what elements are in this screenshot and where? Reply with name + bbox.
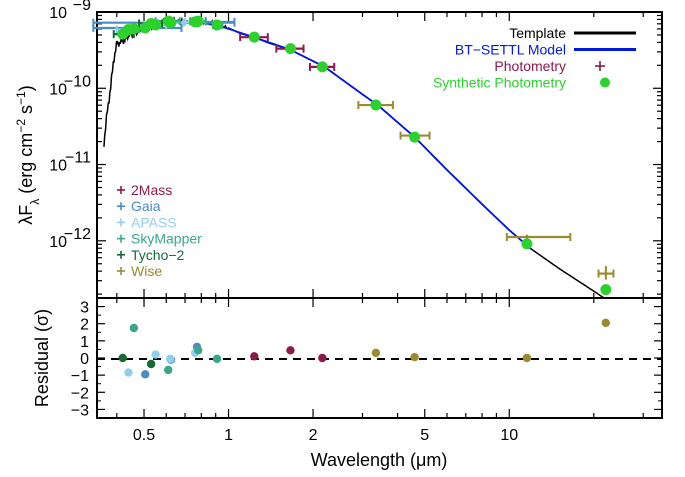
- legend-entry-label: Template: [509, 25, 566, 41]
- residual-point: [151, 350, 160, 359]
- x-axis: 0.5 1 2 5 10 Wavelength (μm): [133, 427, 518, 470]
- residual-point: [318, 353, 327, 363]
- residual-point: [129, 323, 139, 333]
- survey-legend-label: Tycho−2: [131, 247, 185, 263]
- residual-point: [118, 353, 127, 363]
- y-tick-label-exponent: −11: [65, 150, 91, 167]
- residual-tick-label: 3: [80, 300, 89, 317]
- residual-point: [212, 354, 222, 364]
- y-tick-label: 10: [49, 81, 67, 98]
- y-tick-label-exponent: −10: [64, 73, 91, 90]
- y-axis-label-flux: λFλ (erg cm−2 s−1): [14, 85, 42, 224]
- x-tick-label: 10: [500, 427, 518, 444]
- residual-tick-label: −1: [71, 368, 89, 385]
- y-axis-label-residual: Residual (σ): [32, 309, 52, 407]
- residual-point: [146, 359, 156, 369]
- synthetic-photometry-point: [409, 131, 421, 143]
- x-axis-label: Wavelength (μm): [311, 450, 448, 470]
- y-tick-label: 10: [49, 158, 67, 175]
- survey-legend-label: Wise: [131, 263, 162, 279]
- residual-tick-label: −2: [71, 385, 89, 402]
- y-tick-label-exponent: −12: [64, 226, 91, 243]
- synthetic-photometry-point: [284, 43, 296, 55]
- synthetic-photometry-point: [192, 15, 204, 27]
- synthetic-photometry-point: [145, 17, 157, 29]
- legend-entry-label: BT−SETTL Model: [455, 42, 566, 58]
- synthetic-photometry-point: [600, 284, 612, 296]
- y-tick-label: 10: [49, 234, 67, 251]
- x-tick-label: 2: [309, 427, 318, 444]
- x-tick-label: 0.5: [133, 427, 155, 444]
- survey-legend-label: SkyMapper: [131, 231, 202, 247]
- y-tick-label-exponent: −9: [73, 0, 91, 14]
- residual-point: [164, 365, 173, 375]
- y-axis-label-part: −1: [14, 91, 28, 105]
- x-tick-labels: 0.5 1 2 5 10: [133, 427, 518, 444]
- y-axis-label-part: s: [16, 105, 36, 119]
- residual-points-layer: [118, 318, 611, 379]
- x-tick-label: 1: [224, 427, 233, 444]
- synthetic-photometry-point: [370, 99, 382, 111]
- survey-legend-label: APASS: [131, 214, 177, 230]
- synthetic-photometry-layer: [117, 15, 612, 296]
- synthetic-photometry-point: [117, 28, 129, 40]
- synthetic-photometry-point: [211, 19, 223, 31]
- residual-tick-label: 0: [80, 351, 89, 368]
- residual-point: [166, 354, 175, 364]
- residual-tick-label: −3: [71, 402, 89, 419]
- y-tick-label: 10: [49, 5, 67, 22]
- residual-point: [371, 348, 381, 358]
- synthetic-photometry-point: [521, 238, 533, 250]
- legend-dot-swatch: [600, 77, 610, 88]
- survey-legend-label: 2Mass: [131, 182, 172, 198]
- synthetic-photometry-point: [128, 23, 140, 35]
- residual-tick-label: 1: [80, 334, 89, 351]
- residual-point: [286, 346, 295, 355]
- residual-point: [141, 370, 150, 379]
- residual-point: [124, 368, 133, 377]
- residual-tick-label: 2: [80, 317, 89, 334]
- residual-point: [410, 352, 419, 362]
- y-axis-label-part: ): [16, 85, 36, 91]
- residual-point: [250, 352, 259, 361]
- synthetic-photometry-point: [316, 61, 328, 73]
- residual-point: [601, 318, 611, 328]
- legend-entry-label: Synthetic Photometry: [433, 75, 566, 91]
- x-tick-label: 5: [420, 427, 429, 444]
- y-axis-label-part: (erg cm: [16, 133, 36, 199]
- synthetic-photometry-point: [162, 15, 174, 27]
- survey-legend-label: Gaia: [131, 198, 161, 214]
- residual-point: [194, 346, 203, 355]
- legend-entry-label: Photometry: [494, 58, 566, 74]
- y-axis-label-part: λF: [16, 205, 36, 225]
- synthetic-photometry-point: [248, 31, 260, 43]
- y-axis-label-part: −2: [14, 119, 28, 133]
- residual-point: [522, 353, 532, 363]
- y-axis-label-part: λ: [28, 199, 42, 205]
